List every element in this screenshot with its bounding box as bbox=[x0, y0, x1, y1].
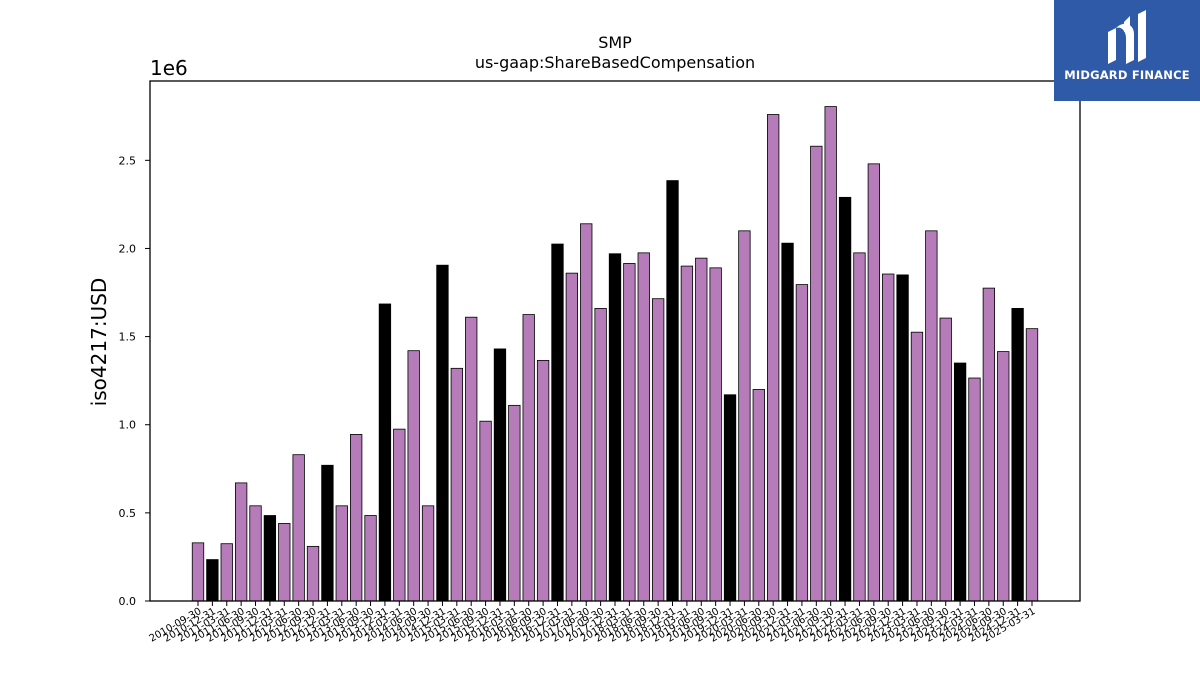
bar bbox=[522, 314, 535, 602]
bar bbox=[838, 196, 852, 602]
bar bbox=[378, 303, 392, 602]
bar bbox=[1025, 328, 1039, 602]
bar bbox=[939, 317, 952, 602]
bar bbox=[321, 464, 334, 602]
bar bbox=[292, 454, 305, 602]
brand-logo: MIDGARD FINANCE bbox=[1054, 0, 1200, 101]
midgard-logo-icon bbox=[1108, 10, 1146, 65]
bar bbox=[910, 331, 924, 602]
bar bbox=[364, 515, 377, 602]
brand-name: MIDGARD FINANCE bbox=[1064, 68, 1190, 82]
x-axis-ticks: 2010-09-302010-12-312011-03-312011-06-30… bbox=[148, 601, 1038, 645]
bar bbox=[350, 434, 363, 602]
bar bbox=[738, 230, 751, 602]
bar-series bbox=[191, 106, 1039, 602]
bar bbox=[867, 163, 880, 602]
bar bbox=[580, 223, 593, 602]
bar bbox=[680, 265, 694, 602]
bar bbox=[767, 114, 780, 602]
bar bbox=[565, 272, 579, 602]
bar bbox=[508, 404, 521, 602]
bar bbox=[953, 362, 967, 602]
bar bbox=[263, 515, 277, 602]
bar bbox=[493, 348, 507, 602]
bar bbox=[278, 523, 291, 602]
chart-title: SMP bbox=[598, 33, 632, 52]
y-tick-label: 2.0 bbox=[119, 242, 137, 255]
chart-subtitle: us-gaap:ShareBasedCompensation bbox=[475, 53, 755, 72]
plot-frame bbox=[149, 80, 1081, 602]
bar bbox=[249, 505, 262, 602]
y-tick-label: 0.5 bbox=[119, 507, 137, 520]
bar bbox=[191, 542, 205, 602]
bar bbox=[637, 252, 650, 602]
y-tick-label: 2.5 bbox=[119, 154, 137, 167]
bar bbox=[752, 389, 765, 602]
y-tick-label: 1.5 bbox=[119, 331, 137, 344]
bar bbox=[479, 420, 492, 602]
y-axis-label: iso4217:USD bbox=[87, 278, 111, 407]
bar bbox=[795, 284, 809, 602]
bar bbox=[220, 543, 233, 602]
bar bbox=[536, 359, 550, 602]
bar bbox=[608, 253, 622, 602]
y-axis-ticks: 0.0 0.5 1.0 1.5 2.0 2.5 bbox=[119, 154, 150, 608]
bar bbox=[723, 394, 737, 602]
bar bbox=[335, 505, 348, 602]
bar bbox=[651, 298, 665, 602]
bar bbox=[695, 257, 708, 602]
bar bbox=[968, 377, 981, 602]
bar bbox=[1011, 307, 1024, 602]
bar bbox=[234, 482, 248, 602]
bar bbox=[925, 230, 938, 602]
bar bbox=[465, 316, 478, 602]
bar bbox=[594, 307, 607, 602]
bar bbox=[666, 180, 679, 602]
bar bbox=[882, 273, 895, 602]
bar bbox=[206, 559, 219, 602]
bar bbox=[407, 350, 420, 602]
bar bbox=[436, 264, 449, 602]
bar bbox=[306, 545, 320, 602]
bar bbox=[709, 267, 722, 602]
bar bbox=[781, 242, 794, 602]
bar bbox=[997, 351, 1010, 602]
bar bbox=[896, 274, 909, 602]
bar bbox=[810, 145, 823, 602]
bar bbox=[824, 106, 837, 602]
bar bbox=[623, 263, 636, 602]
bar bbox=[450, 367, 463, 602]
y-tick-label: 1.0 bbox=[119, 419, 137, 432]
bar bbox=[853, 252, 866, 602]
y-multiplier-label: 1e6 bbox=[150, 56, 188, 80]
bar bbox=[982, 287, 996, 602]
bar bbox=[393, 428, 406, 602]
bar bbox=[551, 243, 564, 602]
y-tick-label: 0.0 bbox=[119, 595, 137, 608]
bar bbox=[421, 505, 435, 602]
